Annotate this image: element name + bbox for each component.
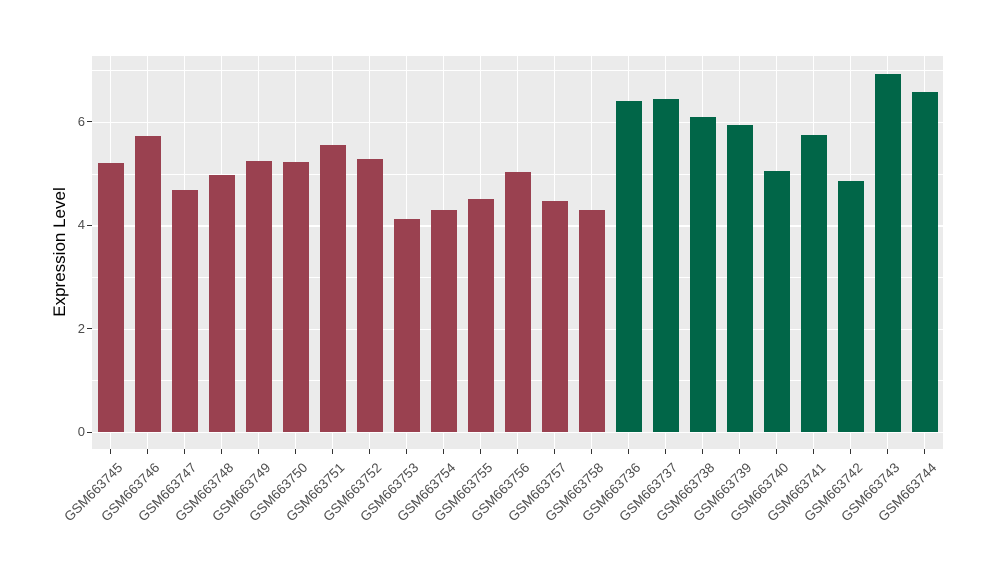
y-axis-title: Expression Level xyxy=(50,187,69,317)
x-tick-GSM663741 xyxy=(813,449,815,454)
y-tick-label-2: 2 xyxy=(77,320,85,336)
bar-GSM663738 xyxy=(689,117,716,432)
x-tick-GSM663753 xyxy=(406,449,408,454)
x-tick-GSM663746 xyxy=(147,449,149,454)
x-tick-GSM663736 xyxy=(628,449,630,454)
plot-panel xyxy=(92,56,943,449)
bar-GSM663758 xyxy=(578,209,605,432)
bar-GSM663754 xyxy=(430,210,457,432)
bar-GSM663744 xyxy=(911,92,938,432)
y-tick-4 xyxy=(87,224,92,226)
bar-GSM663757 xyxy=(541,200,568,432)
x-tick-GSM663748 xyxy=(221,449,223,454)
x-tick-GSM663751 xyxy=(332,449,334,454)
y-tick-label-6: 6 xyxy=(77,113,85,129)
x-tick-GSM663757 xyxy=(554,449,556,454)
y-tick-2 xyxy=(87,328,92,330)
bar-GSM663755 xyxy=(467,199,494,432)
x-tick-GSM663738 xyxy=(702,449,704,454)
x-tick-GSM663742 xyxy=(850,449,852,454)
x-tick-GSM663749 xyxy=(258,449,260,454)
x-tick-GSM663745 xyxy=(110,449,112,454)
bar-GSM663753 xyxy=(393,219,420,432)
bar-GSM663737 xyxy=(652,98,679,432)
bar-GSM663756 xyxy=(504,171,531,432)
bar-GSM663749 xyxy=(245,161,272,432)
x-tick-GSM663740 xyxy=(776,449,778,454)
y-tick-label-0: 0 xyxy=(77,424,85,440)
bar-GSM663736 xyxy=(615,100,642,432)
bar-GSM663746 xyxy=(134,136,161,432)
x-tick-GSM663744 xyxy=(924,449,926,454)
x-tick-GSM663743 xyxy=(887,449,889,454)
y-tick-0 xyxy=(87,431,92,433)
bar-GSM663742 xyxy=(837,181,864,432)
bar-GSM663745 xyxy=(97,163,124,432)
bar-GSM663743 xyxy=(874,74,901,432)
x-tick-GSM663752 xyxy=(369,449,371,454)
bar-GSM663739 xyxy=(726,124,753,432)
x-tick-GSM663756 xyxy=(517,449,519,454)
x-tick-GSM663755 xyxy=(480,449,482,454)
x-tick-GSM663747 xyxy=(184,449,186,454)
x-tick-GSM663737 xyxy=(665,449,667,454)
x-tick-GSM663758 xyxy=(591,449,593,454)
bar-GSM663748 xyxy=(208,175,235,432)
y-tick-label-4: 4 xyxy=(77,217,85,233)
bar-GSM663750 xyxy=(282,162,309,432)
bar-GSM663752 xyxy=(356,159,383,432)
bar-GSM663751 xyxy=(319,145,346,432)
y-tick-6 xyxy=(87,121,92,123)
x-tick-GSM663754 xyxy=(443,449,445,454)
x-tick-GSM663739 xyxy=(739,449,741,454)
bar-GSM663741 xyxy=(800,135,827,432)
bar-GSM663747 xyxy=(171,190,198,432)
x-tick-GSM663750 xyxy=(295,449,297,454)
bar-GSM663740 xyxy=(763,170,790,432)
